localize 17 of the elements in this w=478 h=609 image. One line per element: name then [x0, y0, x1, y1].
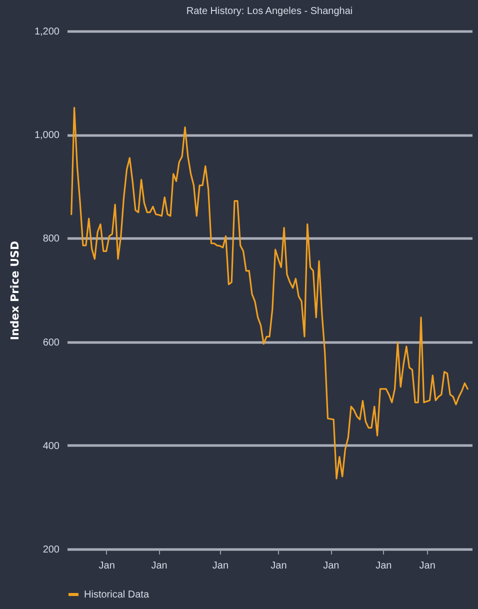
y-tick-label: 800: [42, 234, 60, 245]
legend-label: Historical Data: [84, 590, 150, 600]
x-tick-label: Jan: [323, 560, 340, 572]
y-tick-label: 600: [42, 337, 60, 348]
y-tick-label: 200: [42, 544, 60, 556]
y-tick-label: 1,000: [34, 130, 60, 142]
x-tick-label: Jan: [98, 560, 115, 572]
y-tick-label: 1,200: [34, 26, 60, 38]
x-tick-label: Jan: [376, 560, 392, 572]
x-tick-label: Jan: [212, 560, 229, 572]
y-axis-title: Index Price USD: [8, 240, 22, 340]
chart-title: Rate History: Los Angeles - Shanghai: [186, 6, 353, 17]
x-tick-label: Jan: [270, 560, 287, 572]
line-series: [70, 106, 468, 480]
x-tick-label: Jan: [419, 560, 436, 572]
x-tick-label: Jan: [151, 560, 168, 572]
y-tick-label: 400: [42, 440, 60, 452]
